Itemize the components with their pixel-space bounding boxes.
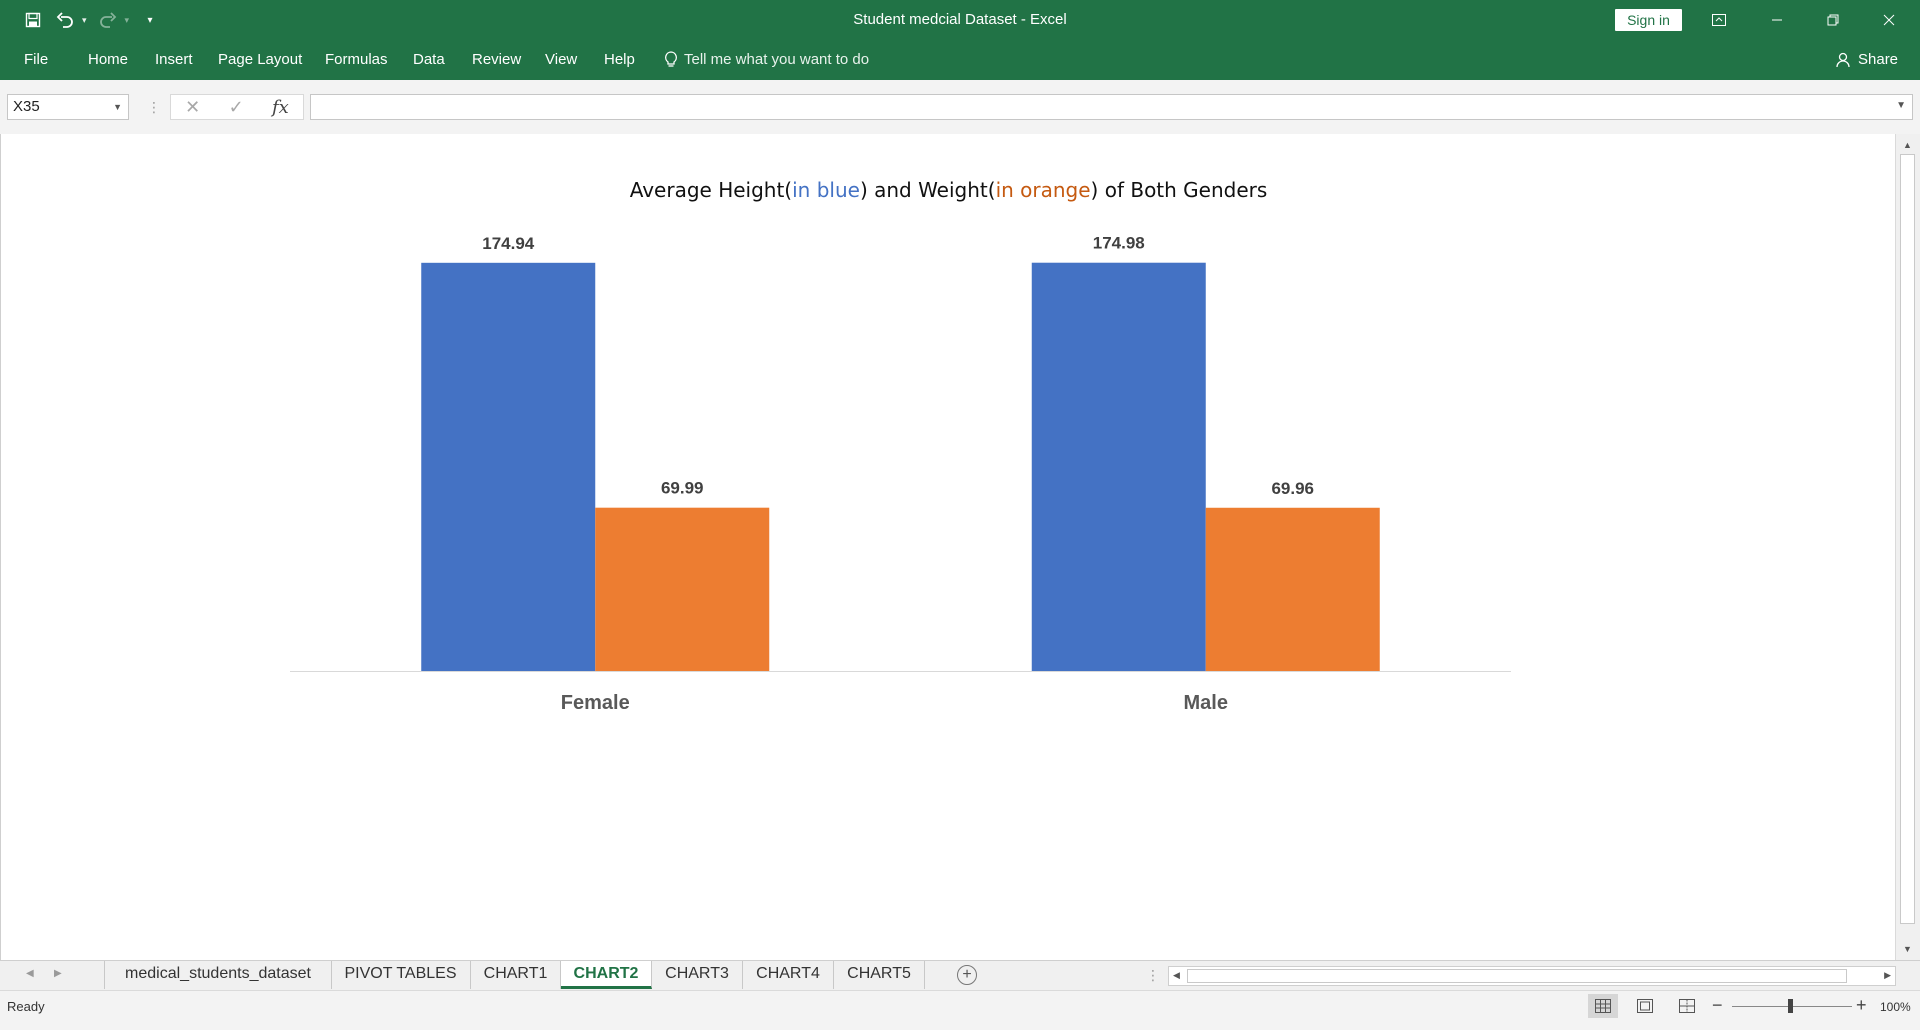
chart-title-part: Average Height( [629, 178, 793, 202]
chart-title-blue-part: in blue [792, 178, 860, 202]
sheet-tab-chart4[interactable]: CHART4 [743, 961, 834, 989]
bar[interactable] [1205, 507, 1380, 671]
title-bar: ▾ ▾ ▾ Student medcial Dataset - Excel Si… [0, 0, 1920, 40]
normal-view-icon[interactable] [1588, 994, 1618, 1018]
chart-title-part: ) and Weight( [859, 178, 996, 202]
chart-sheet[interactable]: Average Height(in blue) and Weight(in or… [0, 134, 1896, 960]
sheet-tab-bar: ◀ ▶ medical_students_dataset PIVOT TABLE… [0, 960, 1920, 991]
scroll-tabs-left-icon[interactable]: ◀ [26, 968, 34, 979]
share-label: Share [1858, 51, 1899, 68]
formula-bar: X35 ▼ ⋮ ✕ ✓ fx ▼ [0, 80, 1920, 135]
sheet-tab-chart3[interactable]: CHART3 [652, 961, 743, 989]
category-label: Female [561, 692, 630, 714]
restore-icon[interactable] [1810, 0, 1856, 40]
category-label: Male [1184, 692, 1228, 714]
close-icon[interactable] [1866, 0, 1912, 40]
status-text: Ready [7, 999, 45, 1014]
sign-in-button[interactable]: Sign in [1615, 9, 1682, 31]
chart-title-part: ) of Both Genders [1090, 178, 1268, 202]
data-label: 174.98 [1093, 234, 1145, 253]
bar[interactable] [1031, 262, 1206, 671]
page-layout-view-icon[interactable] [1630, 994, 1660, 1018]
scroll-down-icon[interactable]: ▼ [1903, 944, 1912, 954]
tell-me-label: Tell me what you want to do [684, 51, 870, 68]
save-icon[interactable] [22, 7, 44, 33]
zoom-out-icon[interactable]: − [1712, 995, 1723, 1015]
tab-view[interactable]: View [545, 51, 578, 68]
formula-actions: ✕ ✓ fx [170, 94, 304, 120]
scroll-tabs-right-icon[interactable]: ▶ [54, 968, 62, 979]
cancel-icon[interactable]: ✕ [185, 96, 201, 117]
sheet-tab-medical-students-dataset[interactable]: medical_students_dataset [104, 961, 332, 989]
horizontal-scrollbar[interactable]: ◀ ▶ [1168, 966, 1896, 986]
sheet-tab-chart2[interactable]: CHART2 [561, 961, 652, 989]
page-break-preview-icon[interactable] [1672, 994, 1702, 1018]
formula-input[interactable]: ▼ [310, 94, 1913, 120]
minimize-icon[interactable] [1754, 0, 1800, 40]
tab-home[interactable]: Home [88, 51, 129, 68]
redo-dropdown-icon[interactable]: ▾ [124, 14, 130, 25]
bar[interactable] [595, 507, 770, 671]
scroll-right-icon[interactable]: ▶ [1884, 970, 1891, 980]
scroll-left-icon[interactable]: ◀ [1173, 970, 1180, 980]
person-icon [1836, 52, 1850, 68]
horizontal-scroll-thumb[interactable] [1187, 969, 1847, 983]
new-sheet-plus-icon[interactable]: + [957, 965, 977, 985]
redo-icon[interactable] [97, 7, 119, 33]
chart-title[interactable]: Average Height(in blue) and Weight(in or… [1, 178, 1896, 202]
name-box-value: X35 [13, 98, 40, 115]
tab-review[interactable]: Review [472, 51, 522, 68]
sheet-tab-chart5[interactable]: CHART5 [834, 961, 925, 989]
bar[interactable] [421, 262, 596, 671]
quick-access-toolbar: ▾ ▾ ▾ [22, 6, 161, 34]
zoom-level[interactable]: 100% [1880, 1000, 1911, 1014]
tab-split-handle-icon[interactable]: ⋮ [1146, 967, 1160, 983]
sheet-tab-chart1[interactable]: CHART1 [471, 961, 561, 989]
chart-title-orange-part: in orange [995, 178, 1091, 202]
formula-bar-splitter-icon[interactable]: ⋮ [147, 99, 161, 115]
zoom-slider-thumb[interactable] [1788, 999, 1793, 1013]
data-label: 174.94 [482, 234, 535, 253]
sheet-tab-pivot-tables[interactable]: PIVOT TABLES [331, 961, 471, 989]
zoom-in-icon[interactable]: + [1856, 995, 1867, 1015]
share-button[interactable]: Share [1836, 40, 1898, 80]
undo-icon[interactable] [54, 7, 76, 33]
expand-formula-bar-icon[interactable]: ▼ [1896, 100, 1906, 111]
tab-data[interactable]: Data [413, 51, 445, 68]
bar-chart[interactable]: 174.94 69.99 Female 174.98 69.96 Male [1, 134, 1896, 960]
scroll-up-icon[interactable]: ▲ [1903, 140, 1912, 150]
chevron-down-icon[interactable]: ▼ [113, 102, 122, 112]
tab-page-layout[interactable]: Page Layout [218, 51, 303, 68]
undo-dropdown-icon[interactable]: ▾ [82, 14, 87, 25]
data-label: 69.96 [1271, 479, 1314, 498]
name-box[interactable]: X35 ▼ [7, 94, 129, 120]
customize-qat-icon[interactable]: ▾ [147, 14, 153, 26]
tab-formulas[interactable]: Formulas [325, 51, 388, 68]
enter-check-icon[interactable]: ✓ [228, 96, 244, 117]
ribbon-tabs: File Home Insert Page Layout Formulas Da… [0, 40, 1920, 80]
insert-function-icon[interactable]: fx [272, 96, 289, 118]
tab-help[interactable]: Help [604, 51, 635, 68]
tab-file[interactable]: File [24, 51, 49, 68]
vertical-scrollbar[interactable]: ▲ ▼ [1895, 134, 1920, 960]
tell-me-search[interactable]: Tell me what you want to do [664, 40, 869, 80]
vertical-scroll-thumb[interactable] [1900, 154, 1915, 924]
ribbon-display-options-icon[interactable] [1696, 0, 1742, 40]
tab-insert[interactable]: Insert [155, 51, 193, 68]
data-label: 69.99 [661, 479, 704, 498]
status-bar: Ready − + 100% [0, 990, 1920, 1030]
lightbulb-icon [665, 51, 677, 67]
